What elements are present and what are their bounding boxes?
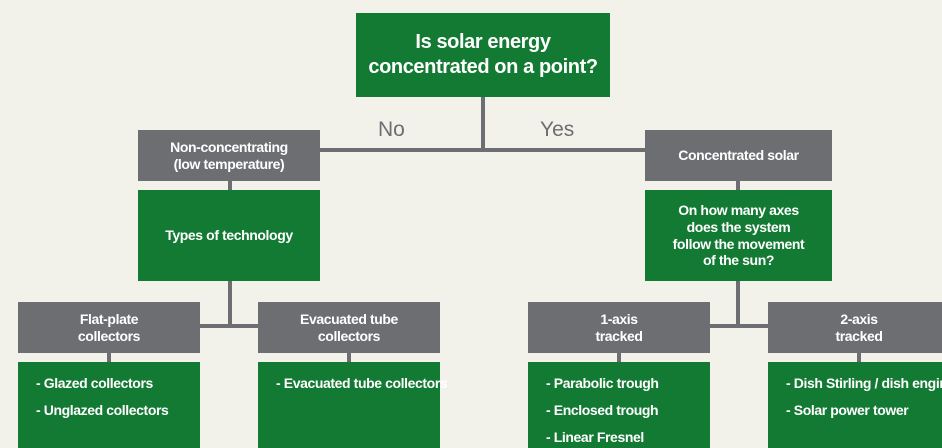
text-line: concentrated on a point? [368, 56, 598, 78]
text-line: - Enclosed trough [546, 402, 659, 418]
text-line: Is solar energy [415, 31, 551, 53]
text-line: - Linear Fresnel [546, 429, 644, 445]
category-box: 2-axis tracked [768, 302, 942, 353]
text-line: collectors [317, 327, 381, 344]
category-box: Evacuated tube collectors [258, 302, 440, 353]
category-box: Non-concentrating (low temperature) [138, 130, 320, 181]
text-line: Evacuated tube [300, 310, 398, 327]
text-line: follow the movement [672, 235, 805, 252]
text-line: Non-concentrating [170, 138, 288, 155]
question-box: On how many axes does the system follow th… [645, 190, 832, 281]
text-line: 1-axis [600, 310, 638, 327]
category-box: 1-axis tracked [528, 302, 710, 353]
question-box: Types of technology [138, 190, 320, 281]
text-line: Types of technology [165, 227, 293, 244]
text-line: Flat-plate [79, 310, 139, 327]
text-line: - Solar power tower [786, 402, 909, 418]
item-list: - Dish Stirling / dish engine - Solar pow… [768, 362, 942, 448]
text-line: - Dish Stirling / dish engine [786, 375, 942, 391]
category-box: Concentrated solar [645, 130, 832, 181]
text-line: Concentrated solar [678, 147, 799, 164]
text-line: (low temperature) [173, 155, 285, 172]
question-box: Is solar energy concentrated on a point? [356, 13, 610, 97]
text-line: - Unglazed collectors [36, 402, 169, 418]
category-box: Flat-plate collectors [18, 302, 200, 353]
text-line: On how many axes [678, 201, 799, 218]
item-list: - Glazed collectors - Unglazed collectors [18, 362, 200, 448]
branch-label: No [378, 118, 405, 141]
item-list: - Evacuated tube collectors [258, 362, 448, 448]
text-line: collectors [77, 327, 141, 344]
text-line: - Glazed collectors [36, 375, 153, 391]
item-list: - Parabolic trough - Enclosed trough - Lin… [528, 362, 710, 448]
text-line: - Evacuated tube collectors [276, 375, 448, 391]
text-line: of the sun? [702, 252, 775, 269]
text-line: tracked [595, 327, 643, 344]
text-line: does the system [686, 218, 791, 235]
branch-label: Yes [540, 118, 575, 141]
text-line: - Parabolic trough [546, 375, 659, 391]
text-line: 2-axis [840, 310, 878, 327]
text-line: tracked [835, 327, 883, 344]
